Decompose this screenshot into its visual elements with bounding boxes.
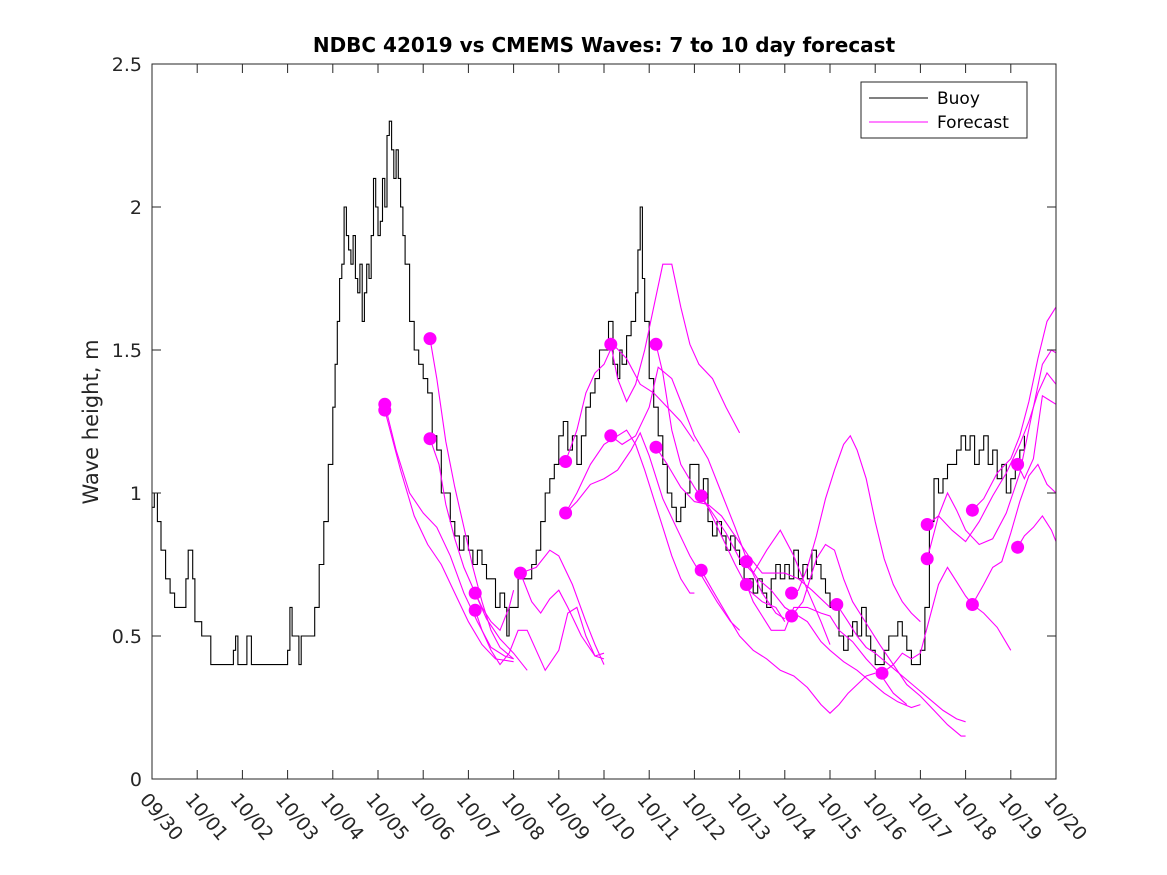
forecast-line-28 bbox=[1017, 394, 1057, 481]
forecast-start-marker-25 bbox=[965, 598, 979, 611]
forecast-line-4 bbox=[429, 438, 528, 671]
forecast-start-marker-10 bbox=[604, 337, 618, 351]
legend-buoy-label: Buoy bbox=[937, 89, 980, 109]
forecast-start-marker-8 bbox=[559, 455, 573, 468]
forecast-line-5 bbox=[474, 590, 515, 632]
forecast-start-marker-22 bbox=[920, 518, 934, 531]
forecast-line-10 bbox=[565, 429, 695, 594]
y-axis-label: Wave height, m bbox=[79, 339, 103, 504]
forecast-start-marker-18 bbox=[785, 586, 799, 600]
buoy-series bbox=[152, 120, 1025, 666]
forecast-line-29 bbox=[1017, 514, 1057, 548]
forecast-start-marker-15 bbox=[694, 563, 708, 577]
y-tick-label: 0.5 bbox=[112, 626, 142, 648]
forecast-start-marker-26 bbox=[1011, 457, 1025, 471]
forecast-start-marker-4 bbox=[423, 432, 437, 446]
forecast-line-12 bbox=[610, 263, 741, 434]
forecast-start-marker-6 bbox=[468, 603, 482, 617]
forecast-line-15 bbox=[655, 446, 831, 608]
forecast-start-marker-11 bbox=[604, 429, 618, 443]
forecast-start-marker-24 bbox=[965, 503, 979, 517]
forecast-start-marker-7 bbox=[513, 566, 527, 580]
forecast-line-16 bbox=[700, 495, 831, 645]
legend-box bbox=[860, 81, 1028, 139]
forecast-start-marker-14 bbox=[694, 489, 708, 503]
forecast-line-11 bbox=[565, 431, 740, 631]
forecast-line-17 bbox=[700, 569, 876, 714]
chart-title: NDBC 42019 vs CMEMS Waves: 7 to 10 day f… bbox=[313, 33, 896, 57]
axes-background bbox=[152, 64, 1056, 779]
y-tick-label: 1 bbox=[130, 483, 142, 505]
forecast-start-marker-21 bbox=[875, 666, 889, 680]
forecast-line-24 bbox=[926, 371, 1057, 543]
forecast-line-23 bbox=[881, 566, 1012, 674]
forecast-start-marker-12 bbox=[649, 337, 663, 351]
forecast-line-27 bbox=[971, 463, 1057, 605]
forecast-start-marker-2 bbox=[378, 403, 392, 417]
forecast-line-14 bbox=[655, 344, 786, 622]
y-tick-label: 1.5 bbox=[112, 340, 142, 362]
forecast-start-marker-20 bbox=[830, 598, 844, 611]
forecast-start-marker-9 bbox=[559, 506, 573, 520]
forecast-start-marker-5 bbox=[468, 586, 482, 600]
forecast-start-marker-27 bbox=[1011, 540, 1025, 554]
forecast-line-18 bbox=[745, 561, 921, 709]
forecast-start-marker-3 bbox=[423, 332, 437, 346]
forecast-line-26 bbox=[972, 306, 1057, 511]
forecast-line-2 bbox=[384, 409, 514, 663]
forecast-start-marker-16 bbox=[739, 555, 753, 569]
plot-area: 09/3010/0110/0210/0310/0410/0510/0610/07… bbox=[112, 54, 1091, 845]
forecast-line-1 bbox=[384, 404, 514, 660]
forecast-line-8 bbox=[520, 549, 605, 665]
legend: Buoy Forecast bbox=[860, 81, 1028, 139]
forecast-line-22 bbox=[836, 604, 966, 723]
y-axis: 0 0.5 1 1.5 2 2.5 bbox=[112, 54, 1056, 791]
forecast-start-marker-23 bbox=[920, 552, 934, 566]
forecast-line-20 bbox=[791, 434, 921, 623]
y-tick-label: 0 bbox=[130, 769, 142, 791]
forecast-line-21 bbox=[791, 543, 966, 737]
forecast-line-19 bbox=[745, 584, 908, 706]
y-tick-label: 2.5 bbox=[112, 54, 142, 76]
forecast-line-6 bbox=[474, 606, 605, 672]
forecast-line-25 bbox=[926, 349, 1057, 559]
forecast-series bbox=[384, 263, 1057, 737]
legend-forecast-label: Forecast bbox=[937, 113, 1009, 133]
forecast-line-9 bbox=[565, 343, 695, 462]
forecast-line-13 bbox=[610, 366, 786, 620]
y-tick-label: 2 bbox=[130, 197, 142, 219]
buoy-line bbox=[152, 120, 1025, 666]
forecast-line-3 bbox=[429, 338, 514, 660]
forecast-markers bbox=[378, 332, 1025, 680]
forecast-start-marker-17 bbox=[739, 578, 753, 591]
forecast-line-7 bbox=[519, 572, 605, 660]
forecast-start-marker-13 bbox=[649, 440, 663, 454]
forecast-start-marker-19 bbox=[785, 609, 799, 623]
